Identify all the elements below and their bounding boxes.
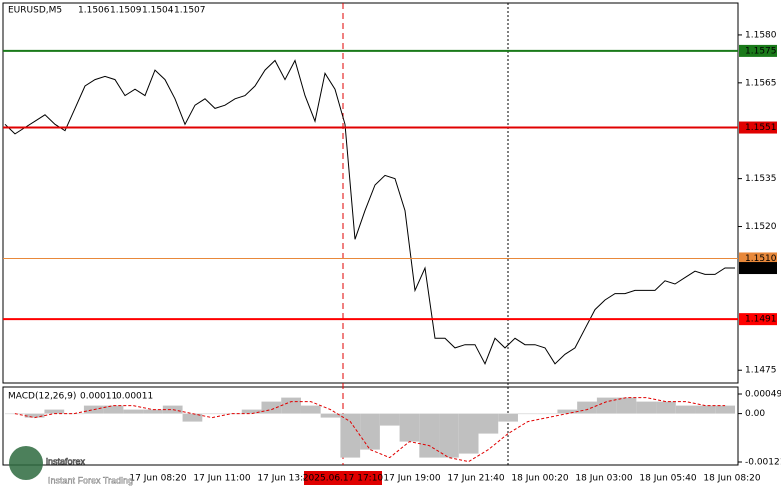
macd-bar xyxy=(498,413,518,422)
x-tick-label: 17 Jun 08:20 xyxy=(129,474,186,484)
x-tick-label: 18 Jun 03:00 xyxy=(575,474,632,484)
macd-bar xyxy=(517,413,538,415)
y-tick-label: 0.00049 xyxy=(745,390,781,400)
macd-bar xyxy=(419,413,440,458)
last-price-label: 1.1507 xyxy=(745,264,777,274)
macd-bar xyxy=(478,413,499,434)
macd-bar xyxy=(379,413,400,426)
macd-bar xyxy=(458,413,479,454)
macd-bar xyxy=(596,397,617,414)
macd-frame xyxy=(2,386,739,466)
last-price-tag xyxy=(739,262,777,275)
macd-bar xyxy=(162,405,183,414)
macd-bar xyxy=(577,401,597,414)
y-tick-label: 0.00 xyxy=(745,409,765,419)
macd-bar xyxy=(182,413,203,422)
y-tick-label: 1.1565 xyxy=(745,78,777,88)
ohlc-value: 1.1509 xyxy=(110,6,142,16)
crosshair-tag xyxy=(304,471,382,485)
level-tag xyxy=(739,313,777,326)
macd-bar xyxy=(123,409,144,414)
macd-bar xyxy=(715,405,735,414)
level-tag xyxy=(739,44,777,57)
y-tick-label: 1.1475 xyxy=(745,366,777,376)
x-tick-label: 17 Jun 21:40 xyxy=(447,474,504,484)
main-frame xyxy=(2,2,739,384)
macd-bar xyxy=(103,405,124,414)
macd-bar xyxy=(44,409,65,414)
crosshair-label: 2025.06.17 17:10 xyxy=(303,474,384,484)
macd-bar xyxy=(399,413,420,442)
logo xyxy=(9,446,43,480)
level-label: 1.1491 xyxy=(745,315,777,325)
macd-bar xyxy=(616,397,637,414)
ohlc-value: 1.1506 xyxy=(78,6,110,16)
macd-bar xyxy=(143,409,163,414)
macd-bar xyxy=(261,401,282,414)
ohlc-value: 1.1504 xyxy=(142,6,174,16)
macd-bar xyxy=(300,405,321,414)
y-tick-label: 1.1580 xyxy=(745,30,777,40)
x-tick-label: 18 Jun 00:20 xyxy=(511,474,568,484)
x-tick-label: 18 Jun 05:40 xyxy=(639,474,696,484)
macd-bar xyxy=(636,401,657,414)
x-tick-label: 17 Jun 13:40 xyxy=(257,474,314,484)
macd-bar xyxy=(675,405,696,414)
level-tag xyxy=(739,121,777,134)
macd-title: MACD(12,26,9) xyxy=(8,392,76,402)
x-tick-label: 18 Jun 08:20 xyxy=(703,474,760,484)
ohlc-value: 1.1507 xyxy=(174,6,206,16)
macd-bar xyxy=(64,413,84,415)
price-line xyxy=(4,59,735,366)
macd-bar xyxy=(656,401,676,414)
level-label: 1.1551 xyxy=(745,123,777,133)
macd-bar xyxy=(360,413,380,450)
macd-bar xyxy=(24,413,45,418)
macd-bar xyxy=(241,409,262,414)
macd-bar xyxy=(439,413,459,458)
macd-readout: 0.00011 xyxy=(80,392,117,402)
watermark-text: instaforex xyxy=(46,456,86,466)
x-tick-label: 17 Jun 11:00 xyxy=(193,474,250,484)
macd-bar xyxy=(537,413,558,415)
x-tick-label: 17 Jun 19:00 xyxy=(383,474,440,484)
level-label: 1.1575 xyxy=(745,46,777,56)
macd-bar xyxy=(320,413,341,418)
macd-bar xyxy=(281,397,301,414)
symbol: EURUSD,M5 xyxy=(8,6,62,16)
level-label: 1.1510 xyxy=(745,254,777,264)
macd-bar xyxy=(557,409,578,414)
macd-bar xyxy=(340,413,361,458)
y-tick-label: 1.1535 xyxy=(745,174,777,184)
watermark-tagline: Instant Forex Trading xyxy=(48,475,133,485)
macd-readout: 0.00011 xyxy=(116,392,153,402)
watermark: instaforex Instant Forex Trading xyxy=(9,446,133,486)
macd-bar xyxy=(695,405,716,414)
macd-bar xyxy=(202,413,223,415)
level-tag xyxy=(739,252,777,265)
y-tick-label: 1.1520 xyxy=(745,222,777,232)
